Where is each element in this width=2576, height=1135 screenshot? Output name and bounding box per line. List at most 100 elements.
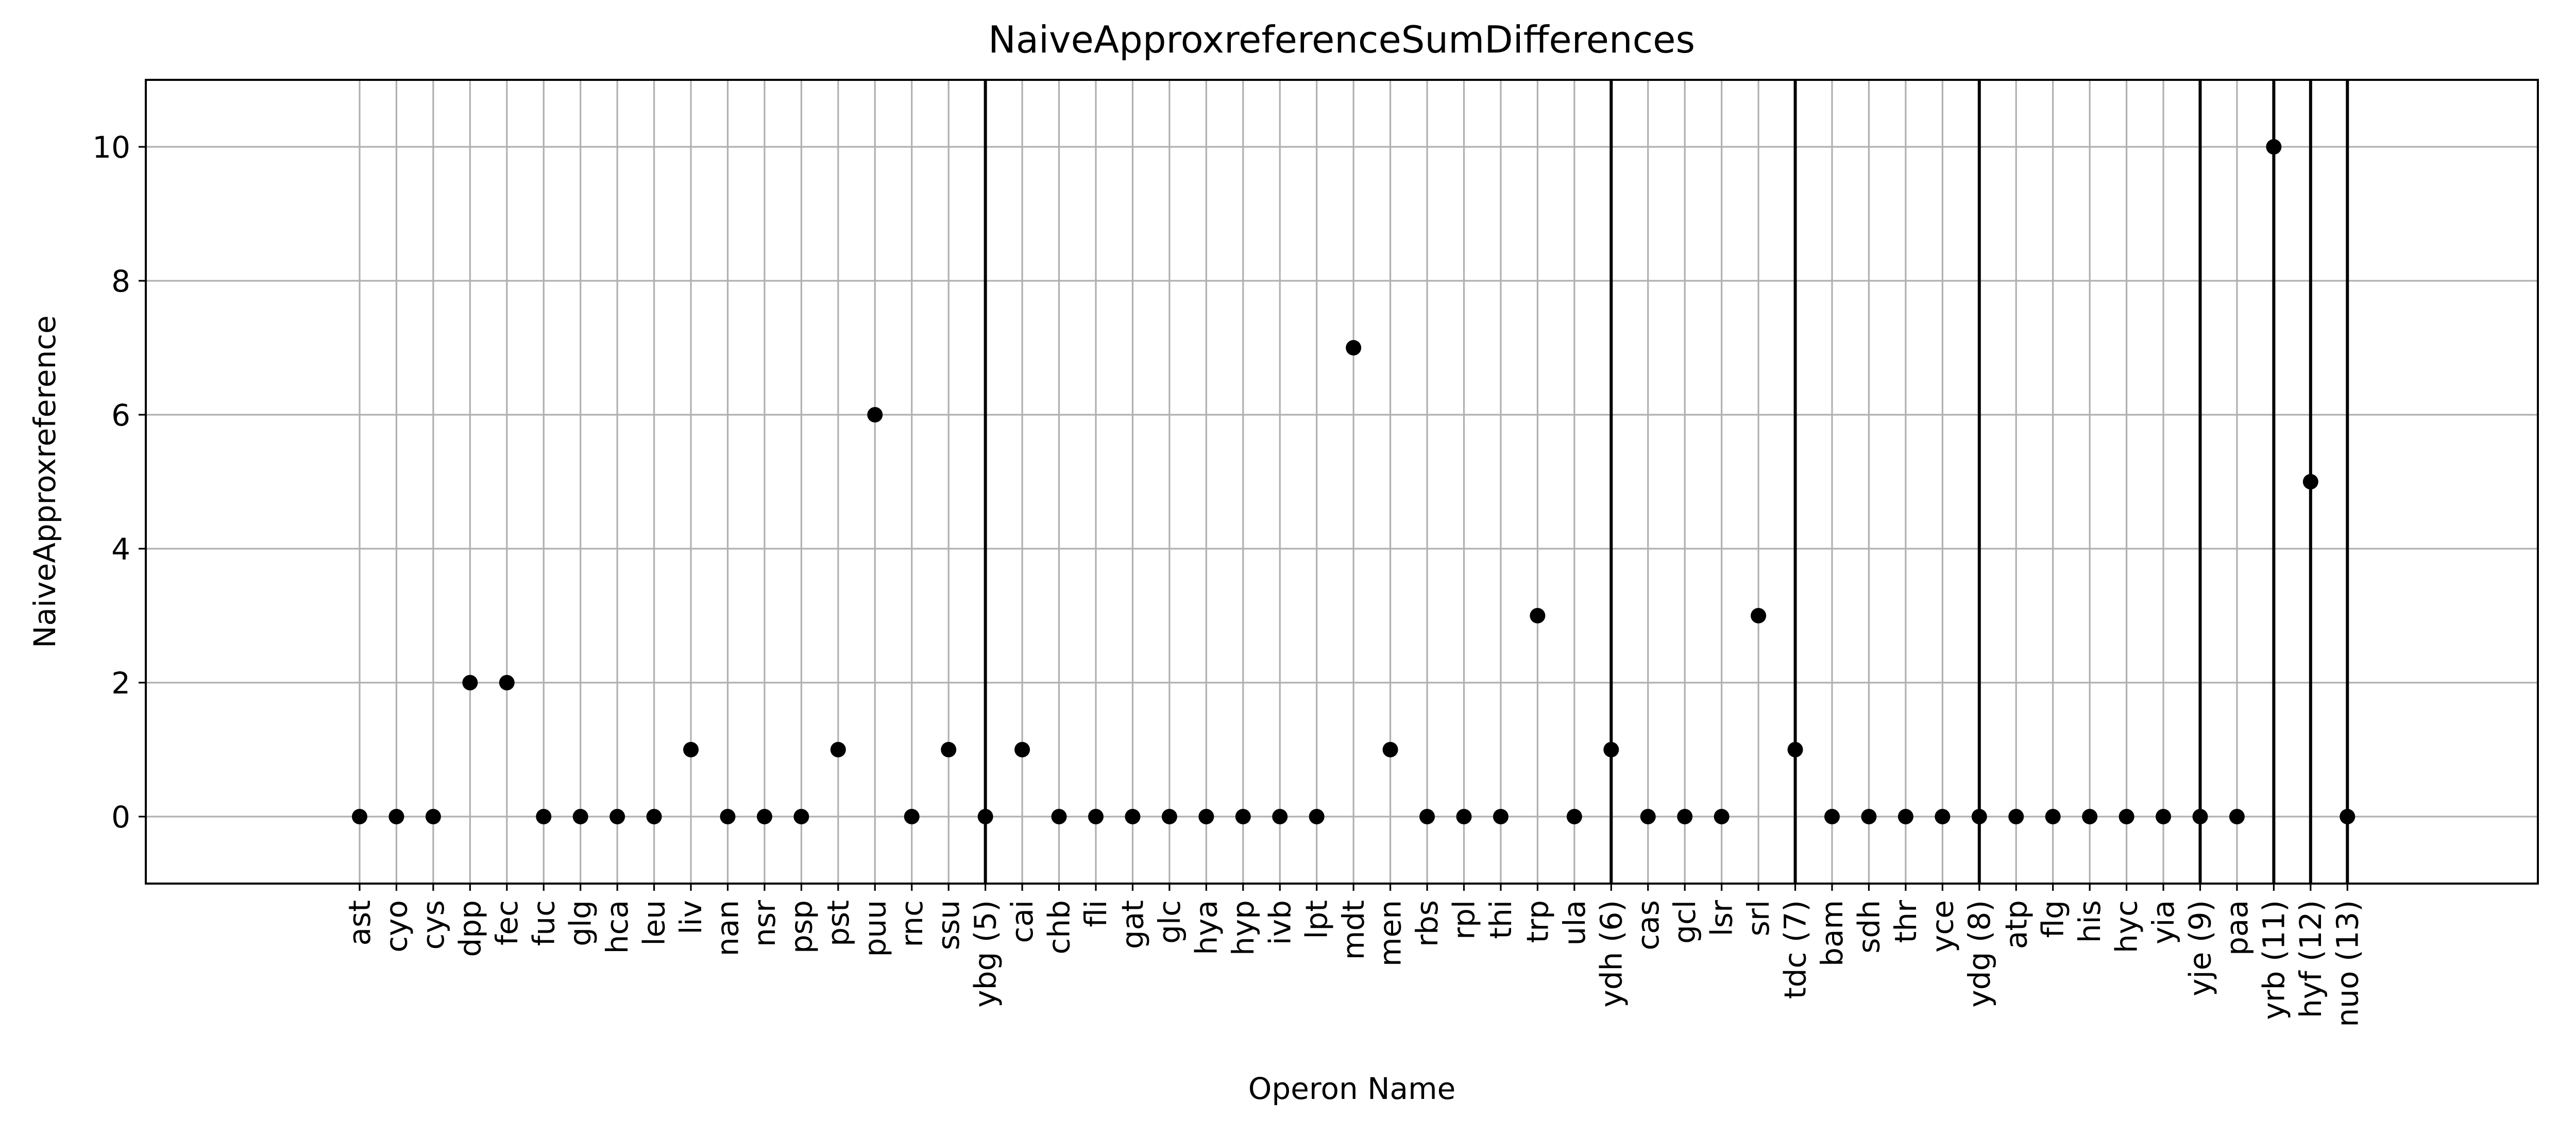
x-tick-label-atp: atp: [1998, 900, 2033, 949]
point-ybg-5: [977, 809, 993, 824]
group-separator-lines: [984, 80, 2349, 884]
point-cys: [425, 809, 441, 824]
x-tick-label-his: his: [2072, 900, 2107, 943]
x-tick-label-men: men: [1373, 900, 1408, 967]
point-flg: [2045, 809, 2061, 824]
point-nan: [720, 809, 736, 824]
point-leu: [646, 809, 662, 824]
x-tick-label-fec: fec: [489, 900, 524, 945]
x-tick-label-gat: gat: [1115, 900, 1150, 949]
point-glg: [572, 809, 588, 824]
x-tick-label-cas: cas: [1631, 900, 1666, 951]
point-yrb-11: [2266, 139, 2282, 155]
x-tick-label-leu: leu: [637, 900, 672, 946]
y-tick-label: 4: [111, 532, 130, 567]
point-yce: [1935, 809, 1951, 824]
x-tick-label-puu: puu: [857, 900, 892, 957]
point-chb: [1051, 809, 1067, 824]
x-tick-label-hya: hya: [1189, 900, 1224, 955]
point-nuo-13: [2340, 809, 2355, 824]
point-yje-9: [2192, 809, 2208, 824]
x-tick-label-tdc-7: tdc (7): [1778, 900, 1813, 999]
y-axis-label: NaiveApproxreference: [27, 315, 62, 648]
point-puu: [867, 407, 883, 422]
point-ivb: [1272, 809, 1288, 824]
x-tick-label-sdh: sdh: [1851, 900, 1886, 954]
point-atp: [2008, 809, 2024, 824]
point-ast: [352, 809, 367, 824]
point-ydg-8: [1971, 809, 1987, 824]
point-pst: [830, 742, 846, 757]
x-tick-label-trp: trp: [1520, 900, 1555, 943]
x-tick-label-flg: flg: [2036, 900, 2071, 938]
x-tick-label-nsr: nsr: [747, 900, 782, 947]
x-tick-label-rpl: rpl: [1447, 900, 1482, 940]
point-sdh: [1861, 809, 1877, 824]
point-trp: [1530, 608, 1546, 623]
point-fli: [1088, 809, 1104, 824]
x-tick-label-cyo: cyo: [379, 900, 414, 953]
y-tick-label: 8: [111, 264, 130, 299]
point-rnc: [904, 809, 920, 824]
point-hca: [609, 809, 625, 824]
x-tick-label-nuo-13: nuo (13): [2330, 900, 2365, 1027]
point-dpp: [462, 675, 478, 690]
x-tick-label-glc: glc: [1152, 900, 1187, 944]
x-tick-label-lsr: lsr: [1704, 900, 1739, 936]
point-his: [2082, 809, 2098, 824]
point-thr: [1897, 809, 1913, 824]
point-nsr: [756, 809, 772, 824]
x-tick-label-ybg-5: ybg (5): [968, 900, 1003, 1008]
x-tick-label-yia: yia: [2146, 900, 2181, 944]
x-tick-label-paa: paa: [2219, 900, 2255, 956]
x-tick-label-pst: pst: [821, 900, 856, 946]
x-tick-label-ydh-6: ydh (6): [1594, 900, 1629, 1008]
point-rbs: [1419, 809, 1435, 824]
x-tick-label-liv: liv: [673, 900, 708, 935]
point-rpl: [1456, 809, 1472, 824]
x-axis-ticks: ast cyo cys dpp fec fuc glg hca leu liv nan nsr psp p…: [342, 884, 2365, 1027]
point-hya: [1198, 809, 1214, 824]
point-cyo: [388, 809, 404, 824]
point-ssu: [941, 742, 957, 757]
point-tdc-7: [1787, 742, 1803, 757]
point-hyc: [2119, 809, 2134, 824]
point-cas: [1640, 809, 1656, 824]
x-tick-label-thr: thr: [1888, 900, 1923, 943]
x-tick-label-ivb: ivb: [1262, 900, 1297, 945]
x-tick-label-cai: cai: [1005, 900, 1040, 943]
x-tick-label-ssu: ssu: [931, 900, 966, 950]
point-thi: [1493, 809, 1509, 824]
point-ydh-6: [1603, 742, 1619, 757]
x-tick-label-fuc: fuc: [526, 900, 561, 946]
y-tick-label: 10: [92, 130, 130, 165]
x-tick-label-gcl: gcl: [1667, 900, 1702, 944]
x-tick-label-bam: bam: [1815, 900, 1850, 967]
y-tick-label: 6: [111, 398, 130, 433]
point-liv: [683, 742, 699, 757]
point-hyf-12: [2302, 474, 2318, 489]
x-tick-label-ydg-8: ydg (8): [1962, 900, 1997, 1008]
point-srl: [1751, 608, 1767, 623]
x-tick-label-yje-9: yje (9): [2183, 900, 2218, 996]
point-paa: [2229, 809, 2245, 824]
x-tick-label-ula: ula: [1557, 900, 1592, 945]
data-points: [352, 139, 2355, 824]
point-psp: [793, 809, 809, 824]
x-tick-label-hca: hca: [600, 900, 635, 954]
point-yia: [2156, 809, 2172, 824]
point-lsr: [1714, 809, 1730, 824]
point-glc: [1161, 809, 1177, 824]
x-tick-label-psp: psp: [784, 900, 819, 954]
y-tick-label: 0: [111, 800, 130, 835]
chart-title: NaiveApproxreferenceSumDifferences: [988, 18, 1695, 61]
x-tick-label-mdt: mdt: [1336, 900, 1371, 960]
x-tick-label-hyc: hyc: [2109, 900, 2144, 953]
point-fec: [499, 675, 515, 690]
x-tick-label-lpt: lpt: [1299, 900, 1334, 939]
x-tick-label-chb: chb: [1042, 900, 1077, 954]
y-tick-label: 2: [111, 666, 130, 701]
point-ula: [1566, 809, 1582, 824]
point-gcl: [1677, 809, 1693, 824]
